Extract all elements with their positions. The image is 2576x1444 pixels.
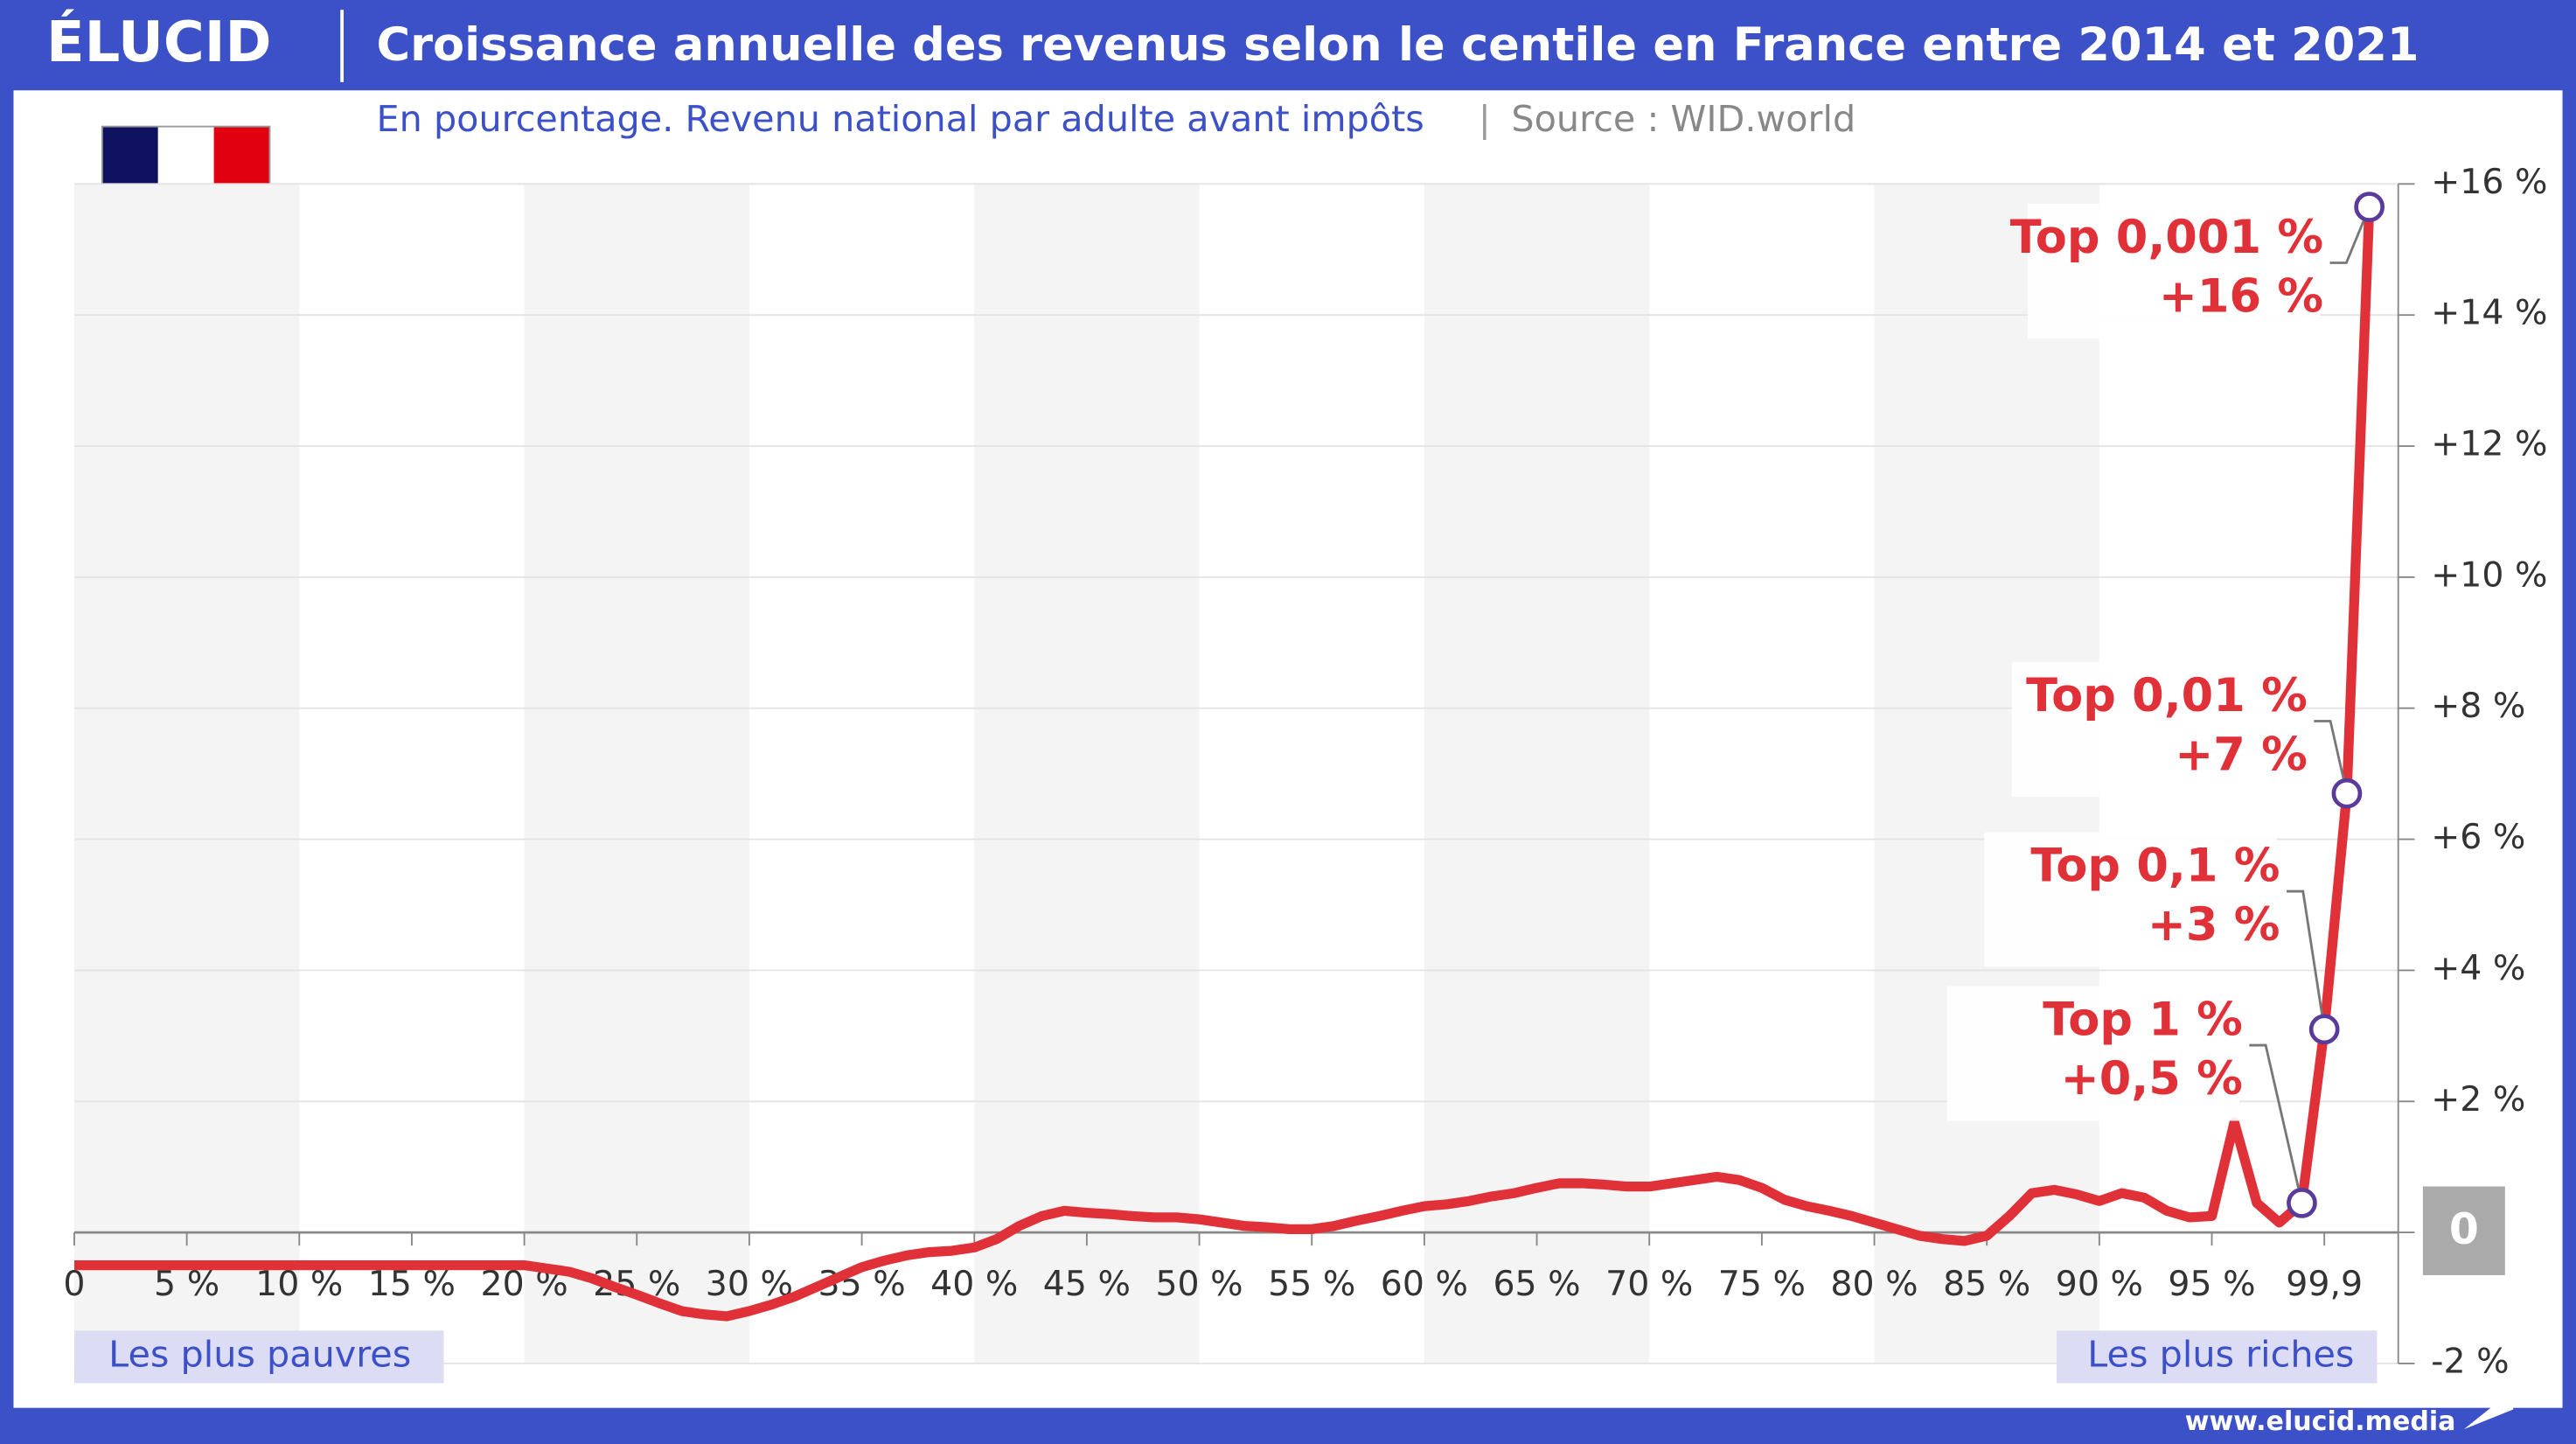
leader — [2286, 889, 2326, 1030]
label-bg — [2027, 203, 2321, 338]
y-tick-label: +16 % — [2431, 162, 2547, 202]
x-tick-label: 5 % — [154, 1264, 219, 1304]
y-tick-label: -2 % — [2431, 1341, 2509, 1381]
right-note: Les plus riches — [2087, 1333, 2354, 1375]
marker — [2354, 192, 2385, 222]
x-tick-label: 45 % — [1043, 1264, 1131, 1304]
label-bg — [1946, 986, 2240, 1121]
x-tick-label: 85 % — [1943, 1264, 2030, 1304]
y-tick-label: +8 % — [2431, 686, 2525, 726]
y-tick-label: +10 % — [2431, 555, 2547, 595]
value-label: +7 % — [2175, 728, 2308, 781]
value-label: +16 % — [2159, 269, 2323, 323]
value-label: +0,5 % — [2061, 1052, 2243, 1106]
x-tick-label: 55 % — [1268, 1264, 1355, 1304]
left-note-bg — [73, 1330, 444, 1384]
point-name: Top 0,001 % — [2010, 211, 2323, 264]
y-tick-label: +14 % — [2431, 293, 2547, 333]
x-tick-label: 50 % — [1155, 1264, 1243, 1304]
right-note-bg — [2057, 1330, 2378, 1384]
x-tick-label: 60 % — [1381, 1264, 1468, 1304]
label-bg — [2011, 661, 2305, 797]
left-note: Les plus pauvres — [108, 1333, 411, 1375]
band — [1424, 184, 1650, 1364]
label-bg — [1984, 832, 2277, 967]
y-tick-label: +4 % — [2431, 948, 2525, 988]
marker — [2287, 1188, 2317, 1218]
subtitle: En pourcentage. Revenu national par adul… — [377, 98, 1424, 140]
band — [73, 184, 300, 1364]
point-name: Top 1 % — [2043, 993, 2243, 1046]
x-tick-label: 75 % — [1718, 1264, 1806, 1304]
separator: | — [1479, 98, 1491, 140]
x-tick-label: 10 % — [255, 1264, 343, 1304]
brand: ÉLUCID — [46, 9, 272, 75]
line — [73, 206, 2375, 1322]
band — [974, 184, 1200, 1364]
y-tick-label: +6 % — [2431, 817, 2525, 857]
y-tick-label: +12 % — [2431, 424, 2547, 464]
source: Source : WID.world — [1511, 98, 1855, 140]
x-tick-label: 65 % — [1493, 1264, 1580, 1304]
point-name: Top 0,01 % — [2026, 669, 2308, 722]
x-tick-label: 70 % — [1605, 1264, 1693, 1304]
y-tick-label: 0 — [2449, 1204, 2479, 1254]
x-tick-label: 0 — [63, 1264, 85, 1304]
footer: www.elucid.media — [2185, 1406, 2456, 1437]
x-tick-label: 80 % — [1830, 1264, 1918, 1304]
x-tick-label: 99,9 — [2286, 1264, 2363, 1304]
x-tick-label: 95 % — [2168, 1264, 2255, 1304]
zero-box — [2422, 1186, 2505, 1275]
value-label: +3 % — [2148, 898, 2280, 952]
chart-title: Croissance annuelle des revenus selon le… — [377, 18, 2419, 72]
y-tick-label: +2 % — [2431, 1079, 2525, 1120]
leader — [2314, 720, 2349, 794]
marker — [2331, 778, 2363, 809]
point-name: Top 0,1 % — [2030, 839, 2280, 892]
band — [524, 184, 749, 1364]
x-tick-label: 90 % — [2056, 1264, 2143, 1304]
leader — [2249, 1043, 2303, 1203]
marker — [2308, 1014, 2340, 1045]
x-tick-label: 15 % — [368, 1264, 456, 1304]
leader — [2329, 206, 2371, 264]
x-tick-label: 40 % — [930, 1264, 1018, 1304]
